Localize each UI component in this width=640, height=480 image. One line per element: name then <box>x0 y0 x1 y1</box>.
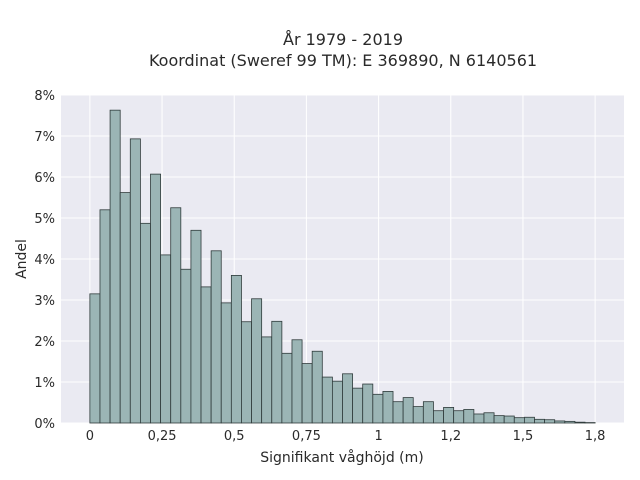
y-tick-label: 5% <box>34 212 55 227</box>
y-tick-label: 2% <box>34 335 55 350</box>
histogram-bar <box>139 222 151 424</box>
x-tick-label: 0,25 <box>148 429 177 444</box>
histogram-bar <box>291 339 303 424</box>
histogram-bar <box>241 321 252 424</box>
histogram-bar <box>281 352 293 424</box>
histogram-bar <box>261 336 273 424</box>
histogram-bar <box>321 376 333 424</box>
y-tick-label: 6% <box>34 171 55 186</box>
histogram-bar <box>160 254 172 424</box>
y-tick-label: 7% <box>34 130 55 145</box>
x-tick-label: 0 <box>86 429 94 444</box>
histogram-bar <box>200 286 212 424</box>
histogram-bar <box>392 401 404 424</box>
x-tick-label: 1 <box>374 429 382 444</box>
histogram-bar <box>331 380 343 424</box>
histogram-bar <box>362 383 374 424</box>
histogram-bar <box>534 418 546 424</box>
y-tick-label: 3% <box>34 294 55 309</box>
y-tick-label: 1% <box>34 376 55 391</box>
histogram-bar <box>503 415 515 424</box>
x-axis-label: Signifikant våghöjd (m) <box>260 449 423 466</box>
histogram-bar <box>311 350 323 424</box>
histogram-bar <box>352 387 364 424</box>
histogram-bar <box>402 397 414 424</box>
y-tick-label: 0% <box>34 417 55 432</box>
histogram-bar <box>463 409 475 424</box>
histogram-bar <box>473 413 485 424</box>
x-tick-label: 1,8 <box>585 429 606 444</box>
y-tick-labels: 0% 1% 2% 3% 4% 5% 6% 7% 8% <box>34 89 55 432</box>
histogram-bar <box>443 407 455 424</box>
x-tick-labels: 0 0,25 0,5 0,75 1 1,2 1,5 1,8 <box>86 429 606 444</box>
histogram-bar <box>544 419 556 424</box>
histogram-bar <box>89 293 101 424</box>
y-tick-label: 4% <box>34 253 55 268</box>
histogram-bar <box>554 420 566 424</box>
x-tick-label: 0,5 <box>224 429 245 444</box>
x-tick-label: 0,75 <box>292 429 321 444</box>
histogram-bar <box>210 250 222 424</box>
histogram-bar <box>220 302 232 424</box>
histogram-bar <box>129 138 141 424</box>
histogram-bar <box>190 229 202 424</box>
histogram-bar <box>271 320 283 424</box>
histogram-bar <box>230 274 242 424</box>
histogram-bar <box>483 412 495 424</box>
histogram-bar <box>251 298 263 424</box>
histogram-bars <box>89 109 596 424</box>
histogram-bar <box>342 373 354 424</box>
histogram-bar <box>99 209 111 424</box>
histogram-bar <box>433 410 444 424</box>
histogram-bar <box>564 420 576 424</box>
y-tick-label: 8% <box>34 89 55 104</box>
histogram-bar <box>574 421 586 424</box>
chart-title-line-1: År 1979 - 2019 <box>283 30 403 49</box>
histogram-bar <box>513 417 525 424</box>
histogram-bar <box>382 391 394 424</box>
histogram-bar <box>180 268 192 424</box>
y-axis-label: Andel <box>14 239 30 279</box>
histogram-bar <box>301 363 313 424</box>
histogram-bar <box>422 401 434 424</box>
histogram-bar <box>372 393 384 424</box>
x-tick-label: 1,5 <box>513 429 534 444</box>
histogram-bar <box>170 207 182 424</box>
chart-title-line-2: Koordinat (Sweref 99 TM): E 369890, N 61… <box>149 51 537 70</box>
histogram-bar <box>109 109 121 424</box>
histogram-bar <box>119 192 131 424</box>
histogram-bar <box>493 415 505 424</box>
histogram-bar <box>412 406 424 424</box>
x-tick-label: 1,2 <box>440 429 461 444</box>
histogram-bar <box>523 416 535 424</box>
histogram-bar <box>453 410 465 424</box>
histogram-bar <box>150 173 162 424</box>
